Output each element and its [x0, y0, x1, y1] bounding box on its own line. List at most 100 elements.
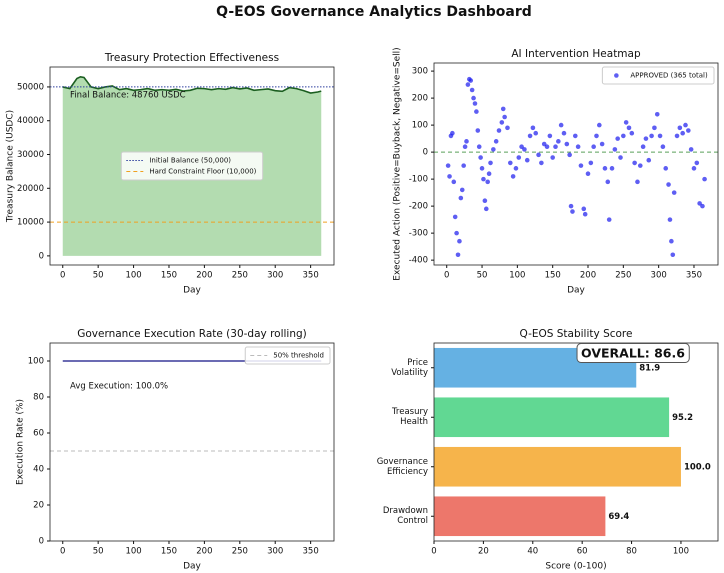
legend: 50% threshold [244, 346, 331, 365]
y-axis-label: Executed Action (Positive=Buyback, Negat… [393, 47, 403, 280]
scatter-point [700, 203, 705, 209]
legend-marker [614, 73, 619, 78]
value-label: 95.2 [672, 413, 693, 423]
scatter-point [455, 252, 461, 258]
scatter-point [510, 174, 516, 179]
x-axis-label: Day [183, 286, 201, 296]
scatter-point [578, 163, 584, 168]
scatter-point [585, 171, 591, 177]
scatter-point [481, 176, 486, 182]
scatter-point [558, 122, 564, 128]
scatter-point [602, 166, 608, 171]
scatter-point [483, 206, 489, 212]
scatter-point [640, 144, 646, 150]
x-tick-label: 300 [651, 271, 667, 281]
scatter-point [536, 152, 541, 158]
scatter-point [522, 147, 527, 152]
x-tick-label: 300 [267, 547, 283, 557]
scatter-point [465, 82, 471, 87]
scatter-point [469, 87, 475, 93]
scatter-point [582, 211, 588, 217]
scatter-point [468, 78, 474, 83]
chart-title: AI Intervention Heatmap [511, 48, 641, 60]
scatter-point [533, 130, 539, 136]
scatter-point [450, 130, 455, 136]
x-tick-label: 200 [580, 271, 596, 281]
legend-label: Initial Balance (50,000) [149, 157, 231, 165]
x-tick-label: 150 [161, 547, 177, 557]
scatter-point [539, 160, 544, 166]
scatter-point [491, 147, 496, 152]
x-tick-label: 350 [686, 271, 702, 281]
scatter-point [686, 128, 691, 133]
x-tick-label: 300 [267, 271, 283, 281]
scatter-point [457, 238, 462, 244]
scatter-point [507, 160, 513, 166]
y-tick-label: -200 [409, 202, 428, 212]
scatter-point [452, 214, 458, 220]
scatter-point [671, 190, 677, 195]
value-label: 100.0 [684, 462, 711, 472]
x-tick-label: 40 [527, 547, 538, 557]
x-tick-label: 100 [509, 271, 525, 281]
y-axis-label: Treasury Balance (USDC) [6, 110, 16, 223]
scatter-point [702, 176, 707, 182]
scatter-point [615, 136, 620, 141]
x-tick-label: 20 [478, 547, 489, 557]
y-tick-label: Price Volatility [391, 357, 428, 378]
y-tick-label: Drawdown Control [382, 506, 428, 527]
scatter-point [454, 230, 459, 236]
x-tick-label: 200 [196, 271, 212, 281]
x-tick-label: 0 [60, 547, 65, 557]
scatter-point [471, 95, 476, 101]
scatter-point [464, 139, 469, 144]
x-tick-label: 100 [125, 271, 141, 281]
scatter-point [513, 166, 519, 171]
x-tick-label: 250 [232, 271, 248, 281]
x-tick-label: 150 [545, 271, 561, 281]
plot-frame [49, 342, 335, 542]
scatter-point [612, 147, 618, 152]
scatter-point [652, 125, 657, 131]
scatter-point [445, 163, 451, 168]
dashboard-title: Q-EOS Governance Analytics Dashboard [216, 4, 532, 20]
scatter-point [677, 125, 683, 131]
value-label: 69.4 [608, 512, 629, 522]
x-tick-label: 200 [196, 547, 212, 557]
x-tick-label: 50 [477, 271, 488, 281]
scatter-point [649, 133, 654, 139]
scatter-point [575, 144, 581, 150]
scatter-point [666, 182, 671, 187]
legend: APPROVED (365 total) [601, 66, 715, 85]
scatter-point [486, 171, 492, 177]
plot-frame [433, 342, 719, 542]
scatter-point [605, 179, 611, 185]
scatter-point [674, 133, 680, 139]
y-tick-label: 200 [412, 94, 428, 104]
x-axis-label: Day [183, 562, 201, 572]
scatter-point [683, 122, 688, 128]
scatter-point [474, 109, 479, 114]
x-axis-label: Score (0-100) [545, 562, 606, 572]
scatter-point [479, 166, 485, 171]
scatter-point [502, 114, 507, 120]
y-tick-label: 10000 [17, 218, 44, 228]
scatter-point [657, 133, 663, 139]
scatter-point [667, 217, 673, 222]
legend-label: APPROVED (365 total) [630, 72, 708, 80]
x-tick-label: 350 [303, 271, 319, 281]
x-tick-label: 150 [161, 271, 177, 281]
y-tick-label: 80 [33, 393, 44, 403]
scatter-point [663, 166, 669, 171]
scatter-point [564, 141, 570, 147]
scatter-point [561, 130, 567, 136]
bar [434, 397, 670, 438]
scatter-point [623, 120, 629, 125]
scatter-point [550, 155, 555, 160]
x-tick-label: 100 [125, 547, 141, 557]
overall-score: OVERALL: 86.6 [581, 346, 685, 361]
scatter-point [547, 133, 553, 139]
scatter-point [570, 209, 575, 214]
x-tick-label: 50 [93, 547, 104, 557]
scatter-point [680, 130, 685, 136]
